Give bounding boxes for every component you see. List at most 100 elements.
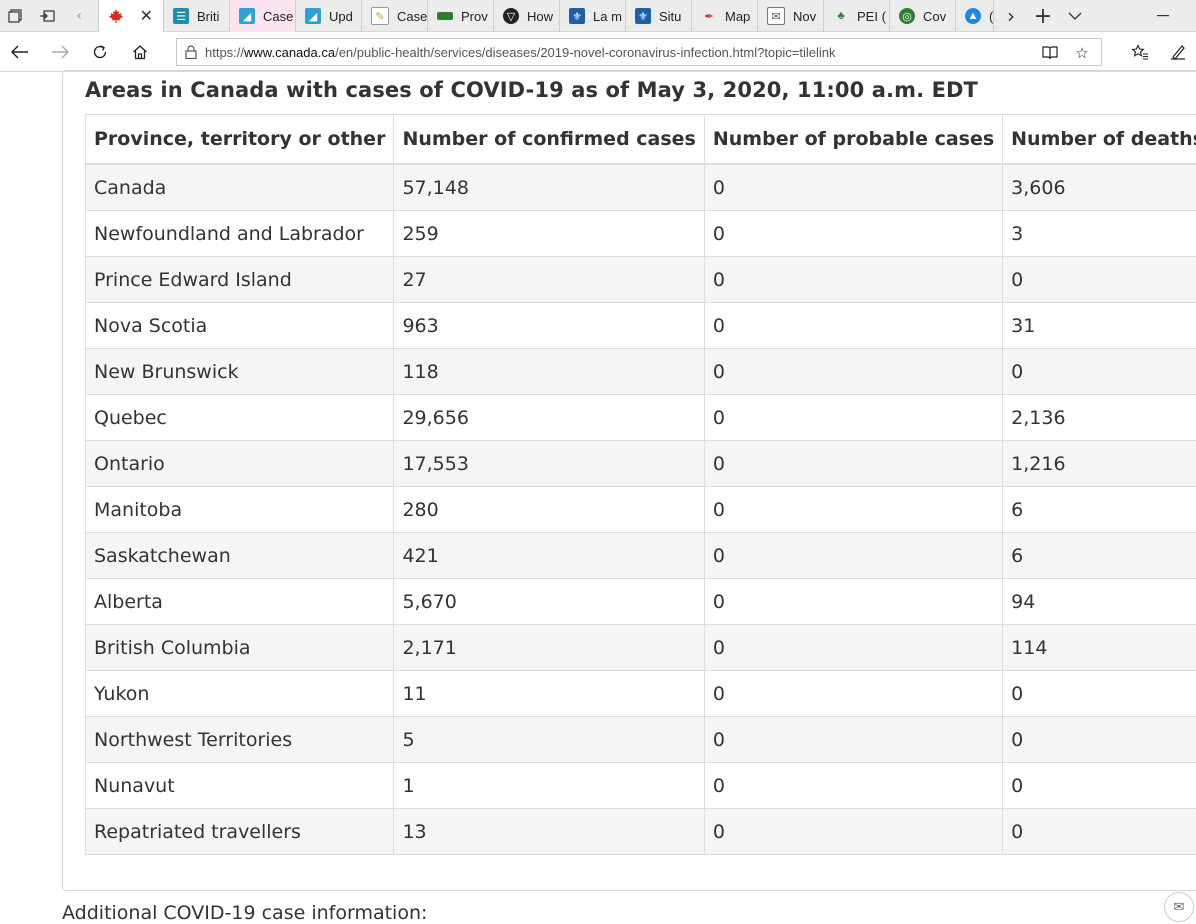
tab-title: Briti bbox=[197, 9, 219, 24]
cell-province: Yukon bbox=[86, 671, 394, 717]
url-text[interactable]: https://www.canada.ca/en/public-health/s… bbox=[205, 45, 836, 60]
new-tab-icon[interactable]: + bbox=[1028, 0, 1058, 32]
tab-5[interactable]: Prov bbox=[428, 0, 494, 32]
set-tabs-aside-icon[interactable] bbox=[32, 0, 62, 32]
favorites-hub-icon[interactable] bbox=[1124, 36, 1156, 68]
tab-9[interactable]: ✒ Map bbox=[692, 0, 758, 32]
feedback-icon[interactable]: ✉ bbox=[1164, 892, 1194, 922]
favorite-star-icon[interactable]: ☆ bbox=[1071, 42, 1093, 64]
tab-7[interactable]: ⚜ La m bbox=[560, 0, 626, 32]
url-path: /en/public-health/services/diseases/2019… bbox=[335, 45, 835, 60]
cell-province: Nunavut bbox=[86, 763, 394, 809]
cell-deaths: 0 bbox=[1003, 257, 1196, 303]
home-icon[interactable] bbox=[124, 36, 156, 68]
tab-6[interactable]: ▽ How bbox=[494, 0, 560, 32]
nova-scotia-icon: ✉ bbox=[767, 7, 785, 25]
tab-actions-icon[interactable] bbox=[0, 0, 30, 32]
forward-icon[interactable] bbox=[44, 36, 76, 68]
cell-probable: 0 bbox=[704, 257, 1002, 303]
tab-title: Upd bbox=[329, 9, 353, 24]
document-icon: ✎ bbox=[371, 7, 389, 25]
cell-province: Saskatchewan bbox=[86, 533, 394, 579]
cell-deaths: 31 bbox=[1003, 303, 1196, 349]
cell-probable: 0 bbox=[704, 533, 1002, 579]
cell-deaths: 6 bbox=[1003, 533, 1196, 579]
cell-probable: 0 bbox=[704, 303, 1002, 349]
cell-probable: 0 bbox=[704, 671, 1002, 717]
column-header-province: Province, territory or other bbox=[86, 115, 394, 165]
tab-title: Nov bbox=[793, 9, 816, 24]
cell-probable: 0 bbox=[704, 579, 1002, 625]
cell-deaths: 0 bbox=[1003, 349, 1196, 395]
column-header-probable: Number of probable cases bbox=[704, 115, 1002, 165]
cell-deaths: 94 bbox=[1003, 579, 1196, 625]
cell-confirmed: 280 bbox=[394, 487, 704, 533]
address-bar[interactable]: https://www.canada.ca/en/public-health/s… bbox=[176, 38, 1102, 66]
tab-2[interactable]: ◢ Case bbox=[230, 0, 296, 32]
cell-deaths: 0 bbox=[1003, 671, 1196, 717]
tab-strip: ‹ ✕ ☰ Briti ◢ Case ◢ Upd ✎ Case Prov ▽ H… bbox=[0, 0, 1196, 32]
arcgis-icon: ◢ bbox=[305, 8, 321, 24]
tab-12[interactable]: ◎ Cov bbox=[890, 0, 956, 32]
tab-3[interactable]: ◢ Upd bbox=[296, 0, 362, 32]
cell-confirmed: 5 bbox=[394, 717, 704, 763]
cell-province: Canada bbox=[86, 164, 394, 211]
tab-title: ( bbox=[989, 9, 993, 24]
column-header-confirmed: Number of confirmed cases bbox=[394, 115, 704, 165]
cell-province: Newfoundland and Labrador bbox=[86, 211, 394, 257]
pen-icon[interactable] bbox=[1162, 36, 1194, 68]
cell-deaths: 3,606 bbox=[1003, 164, 1196, 211]
cell-confirmed: 17,553 bbox=[394, 441, 704, 487]
arcgis-icon: ◢ bbox=[239, 8, 255, 24]
tab-active[interactable]: ✕ bbox=[98, 0, 164, 32]
chevron-down-icon[interactable] bbox=[1060, 0, 1090, 32]
cell-confirmed: 259 bbox=[394, 211, 704, 257]
cell-confirmed: 1 bbox=[394, 763, 704, 809]
close-tab-icon[interactable]: ✕ bbox=[140, 6, 153, 26]
cell-probable: 0 bbox=[704, 349, 1002, 395]
tab-title: PEI ( bbox=[857, 9, 886, 24]
navigation-bar: https://www.canada.ca/en/public-health/s… bbox=[0, 32, 1196, 72]
reading-view-icon[interactable] bbox=[1039, 42, 1061, 64]
cell-probable: 0 bbox=[704, 809, 1002, 855]
cell-confirmed: 11 bbox=[394, 671, 704, 717]
maple-leaf-icon bbox=[108, 8, 124, 24]
cell-confirmed: 27 bbox=[394, 257, 704, 303]
fleur-de-lis-icon: ⚜ bbox=[569, 8, 585, 24]
lock-icon[interactable] bbox=[177, 45, 205, 59]
tab-1[interactable]: ☰ Briti bbox=[164, 0, 230, 32]
tab-4[interactable]: ✎ Case bbox=[362, 0, 428, 32]
scroll-tabs-left-icon[interactable]: ‹ bbox=[64, 0, 94, 32]
cell-confirmed: 421 bbox=[394, 533, 704, 579]
cell-probable: 0 bbox=[704, 441, 1002, 487]
tab-title: Case bbox=[263, 9, 293, 24]
minimize-icon[interactable] bbox=[1148, 0, 1178, 32]
tab-10[interactable]: ✉ Nov bbox=[758, 0, 824, 32]
refresh-icon[interactable] bbox=[84, 36, 116, 68]
cell-confirmed: 5,670 bbox=[394, 579, 704, 625]
alberta-icon bbox=[437, 12, 453, 20]
cell-province: Alberta bbox=[86, 579, 394, 625]
fleur-de-lis-icon: ⚜ bbox=[635, 8, 651, 24]
tab-13[interactable]: ▲ ( bbox=[956, 0, 994, 32]
scroll-tabs-right-icon[interactable]: › bbox=[996, 0, 1026, 32]
tab-8[interactable]: ⚜ Situ bbox=[626, 0, 692, 32]
tab-11[interactable]: ♣ PEI ( bbox=[824, 0, 890, 32]
additional-info-heading: Additional COVID-19 case information: bbox=[62, 902, 427, 924]
tab-title: How bbox=[527, 9, 553, 24]
cell-confirmed: 2,171 bbox=[394, 625, 704, 671]
back-icon[interactable] bbox=[4, 36, 36, 68]
cell-deaths: 0 bbox=[1003, 717, 1196, 763]
url-domain: www.canada.ca bbox=[244, 45, 335, 60]
cell-probable: 0 bbox=[704, 717, 1002, 763]
